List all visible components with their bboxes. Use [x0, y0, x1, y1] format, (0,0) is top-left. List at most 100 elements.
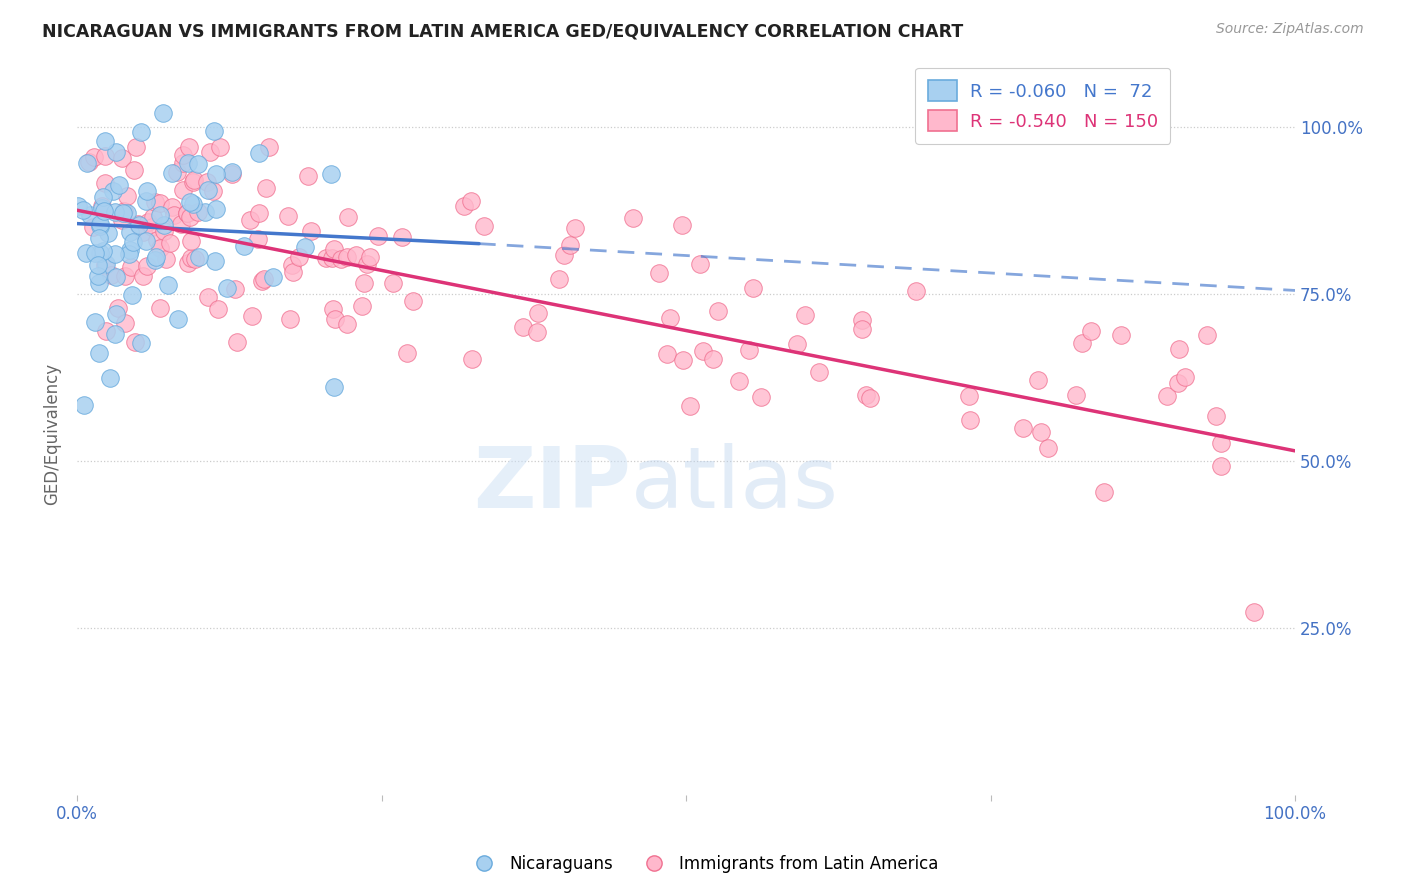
Point — [859, 391, 882, 405]
Point — [132, 225, 155, 239]
Point — [692, 344, 714, 359]
Point — [658, 310, 681, 325]
Point — [247, 145, 270, 160]
Point — [621, 211, 644, 225]
Point — [322, 243, 344, 257]
Point — [149, 241, 172, 255]
Point — [170, 217, 193, 231]
Point — [679, 400, 702, 414]
Point — [152, 106, 174, 120]
Point — [94, 149, 117, 163]
Point — [297, 169, 319, 183]
Point — [526, 325, 548, 339]
Point — [96, 324, 118, 338]
Point — [1064, 388, 1087, 402]
Point — [146, 233, 169, 247]
Point — [1036, 442, 1059, 456]
Point — [396, 346, 419, 360]
Point — [904, 285, 927, 299]
Point — [103, 327, 125, 342]
Point — [706, 303, 728, 318]
Point — [176, 205, 198, 219]
Point — [135, 235, 157, 249]
Point — [166, 165, 188, 179]
Point — [959, 413, 981, 427]
Point — [153, 224, 176, 238]
Point — [115, 206, 138, 220]
Point — [201, 185, 224, 199]
Point — [851, 322, 873, 336]
Point — [104, 270, 127, 285]
Point — [97, 226, 120, 240]
Point — [157, 278, 180, 293]
Point — [89, 246, 111, 260]
Point — [323, 380, 346, 394]
Point — [145, 194, 167, 209]
Point — [75, 246, 97, 260]
Point — [472, 219, 495, 234]
Point — [247, 206, 270, 220]
Point — [111, 206, 134, 220]
Point — [195, 175, 218, 189]
Point — [125, 140, 148, 154]
Point — [350, 299, 373, 313]
Point — [129, 125, 152, 139]
Point — [118, 243, 141, 257]
Point — [163, 209, 186, 223]
Point — [453, 199, 475, 213]
Point — [98, 371, 121, 385]
Point — [114, 316, 136, 330]
Point — [183, 252, 205, 267]
Point — [356, 257, 378, 271]
Point — [87, 345, 110, 359]
Point — [160, 166, 183, 180]
Legend: Nicaraguans, Immigrants from Latin America: Nicaraguans, Immigrants from Latin Ameri… — [461, 848, 945, 880]
Point — [160, 200, 183, 214]
Point — [89, 219, 111, 233]
Point — [91, 199, 114, 213]
Point — [149, 208, 172, 222]
Point — [93, 203, 115, 218]
Point — [94, 257, 117, 271]
Point — [84, 246, 107, 260]
Point — [76, 156, 98, 170]
Point — [749, 390, 772, 404]
Point — [353, 276, 375, 290]
Point — [254, 181, 277, 195]
Point — [204, 253, 226, 268]
Point — [855, 387, 877, 401]
Point — [121, 235, 143, 249]
Point — [202, 123, 225, 137]
Point — [207, 301, 229, 316]
Point — [281, 258, 304, 272]
Point — [91, 201, 114, 215]
Point — [111, 213, 134, 227]
Point — [786, 337, 808, 351]
Text: ZIP: ZIP — [474, 443, 631, 526]
Point — [188, 250, 211, 264]
Point — [1173, 370, 1195, 384]
Point — [1070, 335, 1092, 350]
Point — [121, 288, 143, 302]
Y-axis label: GED/Equivalency: GED/Equivalency — [44, 363, 60, 505]
Point — [1243, 605, 1265, 619]
Point — [101, 184, 124, 198]
Point — [564, 221, 586, 235]
Point — [142, 210, 165, 224]
Point — [136, 259, 159, 273]
Text: NICARAGUAN VS IMMIGRANTS FROM LATIN AMERICA GED/EQUIVALENCY CORRELATION CHART: NICARAGUAN VS IMMIGRANTS FROM LATIN AMER… — [42, 22, 963, 40]
Point — [1029, 425, 1052, 439]
Point — [299, 224, 322, 238]
Point — [129, 336, 152, 351]
Point — [1109, 327, 1132, 342]
Point — [136, 184, 159, 198]
Point — [153, 218, 176, 232]
Point — [87, 258, 110, 272]
Point — [278, 312, 301, 326]
Point — [702, 352, 724, 367]
Point — [336, 250, 359, 264]
Point — [197, 183, 219, 197]
Point — [149, 301, 172, 315]
Point — [1080, 324, 1102, 338]
Point — [198, 145, 221, 159]
